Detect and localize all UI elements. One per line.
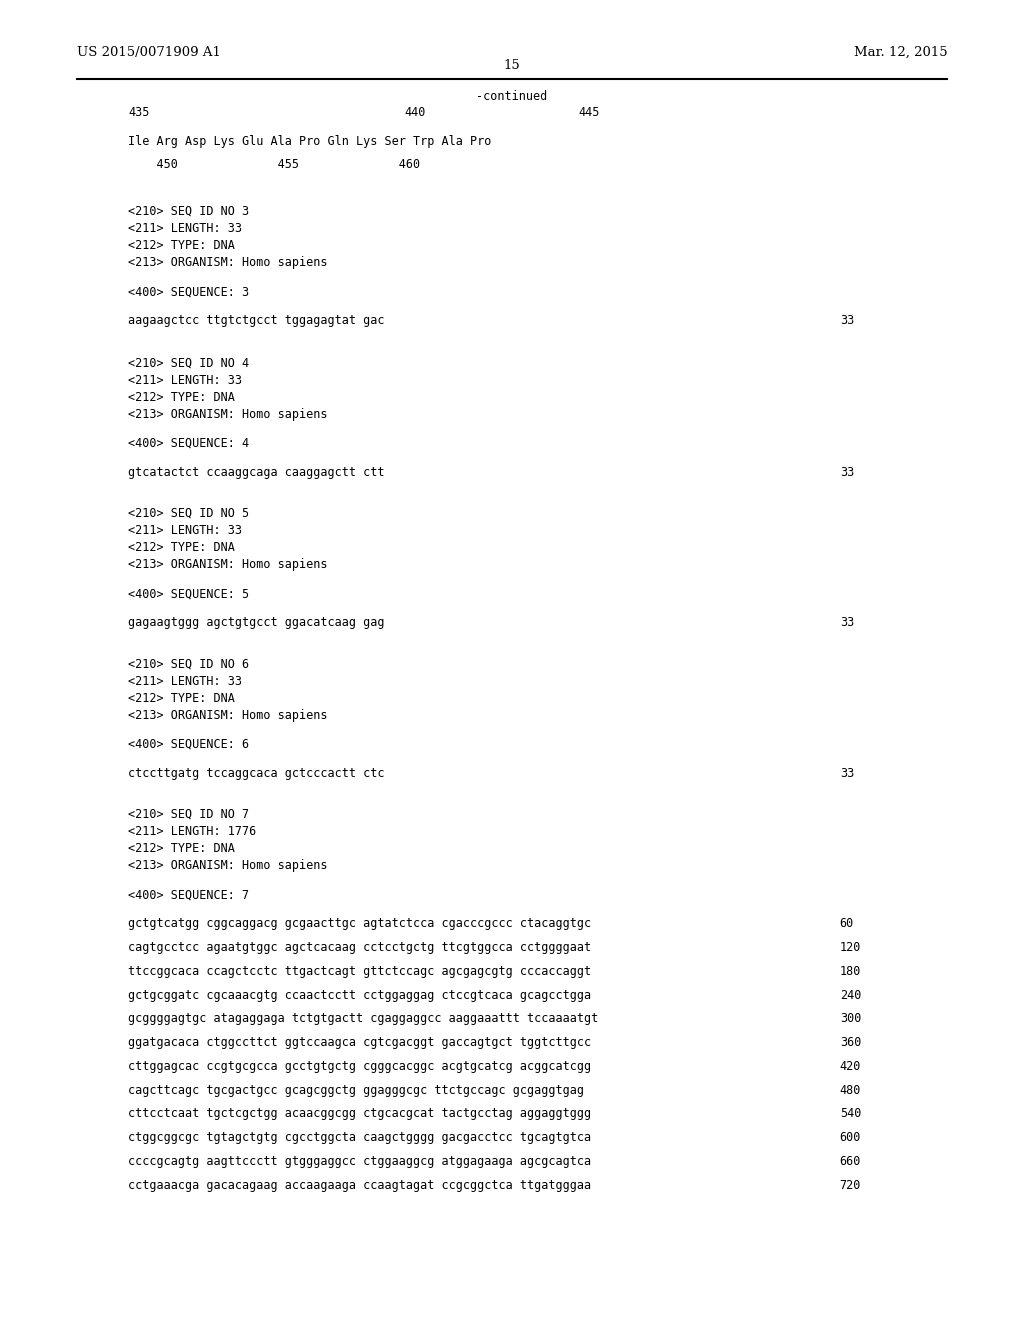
- Text: Ile Arg Asp Lys Glu Ala Pro Gln Lys Ser Trp Ala Pro: Ile Arg Asp Lys Glu Ala Pro Gln Lys Ser …: [128, 135, 492, 148]
- Text: cttcctcaat tgctcgctgg acaacggcgg ctgcacgcat tactgcctag aggaggtggg: cttcctcaat tgctcgctgg acaacggcgg ctgcacg…: [128, 1107, 591, 1121]
- Text: gtcatactct ccaaggcaga caaggagctt ctt: gtcatactct ccaaggcaga caaggagctt ctt: [128, 466, 384, 479]
- Text: <210> SEQ ID NO 4: <210> SEQ ID NO 4: [128, 356, 249, 370]
- Text: cagcttcagc tgcgactgcc gcagcggctg ggagggcgc ttctgccagc gcgaggtgag: cagcttcagc tgcgactgcc gcagcggctg ggagggc…: [128, 1084, 584, 1097]
- Text: cagtgcctcc agaatgtggc agctcacaag cctcctgctg ttcgtggcca cctggggaat: cagtgcctcc agaatgtggc agctcacaag cctcctg…: [128, 941, 591, 954]
- Text: <400> SEQUENCE: 6: <400> SEQUENCE: 6: [128, 738, 249, 751]
- Text: <211> LENGTH: 33: <211> LENGTH: 33: [128, 675, 242, 688]
- Text: ccccgcagtg aagttccctt gtgggaggcc ctggaaggcg atggagaaga agcgcagtca: ccccgcagtg aagttccctt gtgggaggcc ctggaag…: [128, 1155, 591, 1168]
- Text: 480: 480: [840, 1084, 861, 1097]
- Text: 435: 435: [128, 106, 150, 119]
- Text: <213> ORGANISM: Homo sapiens: <213> ORGANISM: Homo sapiens: [128, 408, 328, 421]
- Text: ctggcggcgc tgtagctgtg cgcctggcta caagctgggg gacgacctcc tgcagtgtca: ctggcggcgc tgtagctgtg cgcctggcta caagctg…: [128, 1131, 591, 1144]
- Text: <400> SEQUENCE: 3: <400> SEQUENCE: 3: [128, 285, 249, 298]
- Text: 180: 180: [840, 965, 861, 978]
- Text: <212> TYPE: DNA: <212> TYPE: DNA: [128, 842, 234, 855]
- Text: gcggggagtgc atagaggaga tctgtgactt cgaggaggcc aaggaaattt tccaaaatgt: gcggggagtgc atagaggaga tctgtgactt cgagga…: [128, 1012, 598, 1026]
- Text: <213> ORGANISM: Homo sapiens: <213> ORGANISM: Homo sapiens: [128, 256, 328, 269]
- Text: 540: 540: [840, 1107, 861, 1121]
- Text: 600: 600: [840, 1131, 861, 1144]
- Text: <212> TYPE: DNA: <212> TYPE: DNA: [128, 692, 234, 705]
- Text: <212> TYPE: DNA: <212> TYPE: DNA: [128, 391, 234, 404]
- Text: <210> SEQ ID NO 6: <210> SEQ ID NO 6: [128, 657, 249, 671]
- Text: <213> ORGANISM: Homo sapiens: <213> ORGANISM: Homo sapiens: [128, 709, 328, 722]
- Text: <212> TYPE: DNA: <212> TYPE: DNA: [128, 541, 234, 554]
- Text: 120: 120: [840, 941, 861, 954]
- Text: cttggagcac ccgtgcgcca gcctgtgctg cgggcacggc acgtgcatcg acggcatcgg: cttggagcac ccgtgcgcca gcctgtgctg cgggcac…: [128, 1060, 591, 1073]
- Text: <213> ORGANISM: Homo sapiens: <213> ORGANISM: Homo sapiens: [128, 859, 328, 873]
- Text: ctccttgatg tccaggcaca gctcccactt ctc: ctccttgatg tccaggcaca gctcccactt ctc: [128, 767, 384, 780]
- Text: ttccggcaca ccagctcctc ttgactcagt gttctccagc agcgagcgtg cccaccaggt: ttccggcaca ccagctcctc ttgactcagt gttctcc…: [128, 965, 591, 978]
- Text: Mar. 12, 2015: Mar. 12, 2015: [854, 46, 947, 59]
- Text: <210> SEQ ID NO 5: <210> SEQ ID NO 5: [128, 507, 249, 520]
- Text: 440: 440: [404, 106, 426, 119]
- Text: 60: 60: [840, 917, 854, 931]
- Text: cctgaaacga gacacagaag accaagaaga ccaagtagat ccgcggctca ttgatgggaa: cctgaaacga gacacagaag accaagaaga ccaagta…: [128, 1179, 591, 1192]
- Text: 33: 33: [840, 466, 854, 479]
- Text: <400> SEQUENCE: 4: <400> SEQUENCE: 4: [128, 437, 249, 450]
- Text: 240: 240: [840, 989, 861, 1002]
- Text: <400> SEQUENCE: 5: <400> SEQUENCE: 5: [128, 587, 249, 601]
- Text: 33: 33: [840, 767, 854, 780]
- Text: 660: 660: [840, 1155, 861, 1168]
- Text: 450              455              460: 450 455 460: [128, 158, 420, 172]
- Text: 33: 33: [840, 616, 854, 630]
- Text: 445: 445: [579, 106, 600, 119]
- Text: <211> LENGTH: 1776: <211> LENGTH: 1776: [128, 825, 256, 838]
- Text: <212> TYPE: DNA: <212> TYPE: DNA: [128, 239, 234, 252]
- Text: ggatgacaca ctggccttct ggtccaagca cgtcgacggt gaccagtgct tggtcttgcc: ggatgacaca ctggccttct ggtccaagca cgtcgac…: [128, 1036, 591, 1049]
- Text: US 2015/0071909 A1: US 2015/0071909 A1: [77, 46, 221, 59]
- Text: 420: 420: [840, 1060, 861, 1073]
- Text: <211> LENGTH: 33: <211> LENGTH: 33: [128, 222, 242, 235]
- Text: aagaagctcc ttgtctgcct tggagagtat gac: aagaagctcc ttgtctgcct tggagagtat gac: [128, 314, 384, 327]
- Text: 15: 15: [504, 59, 520, 73]
- Text: <211> LENGTH: 33: <211> LENGTH: 33: [128, 524, 242, 537]
- Text: gctgtcatgg cggcaggacg gcgaacttgc agtatctcca cgacccgccc ctacaggtgc: gctgtcatgg cggcaggacg gcgaacttgc agtatct…: [128, 917, 591, 931]
- Text: <213> ORGANISM: Homo sapiens: <213> ORGANISM: Homo sapiens: [128, 558, 328, 572]
- Text: -continued: -continued: [476, 90, 548, 103]
- Text: <210> SEQ ID NO 7: <210> SEQ ID NO 7: [128, 808, 249, 821]
- Text: 33: 33: [840, 314, 854, 327]
- Text: gagaagtggg agctgtgcct ggacatcaag gag: gagaagtggg agctgtgcct ggacatcaag gag: [128, 616, 384, 630]
- Text: 720: 720: [840, 1179, 861, 1192]
- Text: <400> SEQUENCE: 7: <400> SEQUENCE: 7: [128, 888, 249, 902]
- Text: gctgcggatc cgcaaacgtg ccaactcctt cctggaggag ctccgtcaca gcagcctgga: gctgcggatc cgcaaacgtg ccaactcctt cctggag…: [128, 989, 591, 1002]
- Text: <210> SEQ ID NO 3: <210> SEQ ID NO 3: [128, 205, 249, 218]
- Text: <211> LENGTH: 33: <211> LENGTH: 33: [128, 374, 242, 387]
- Text: 360: 360: [840, 1036, 861, 1049]
- Text: 300: 300: [840, 1012, 861, 1026]
